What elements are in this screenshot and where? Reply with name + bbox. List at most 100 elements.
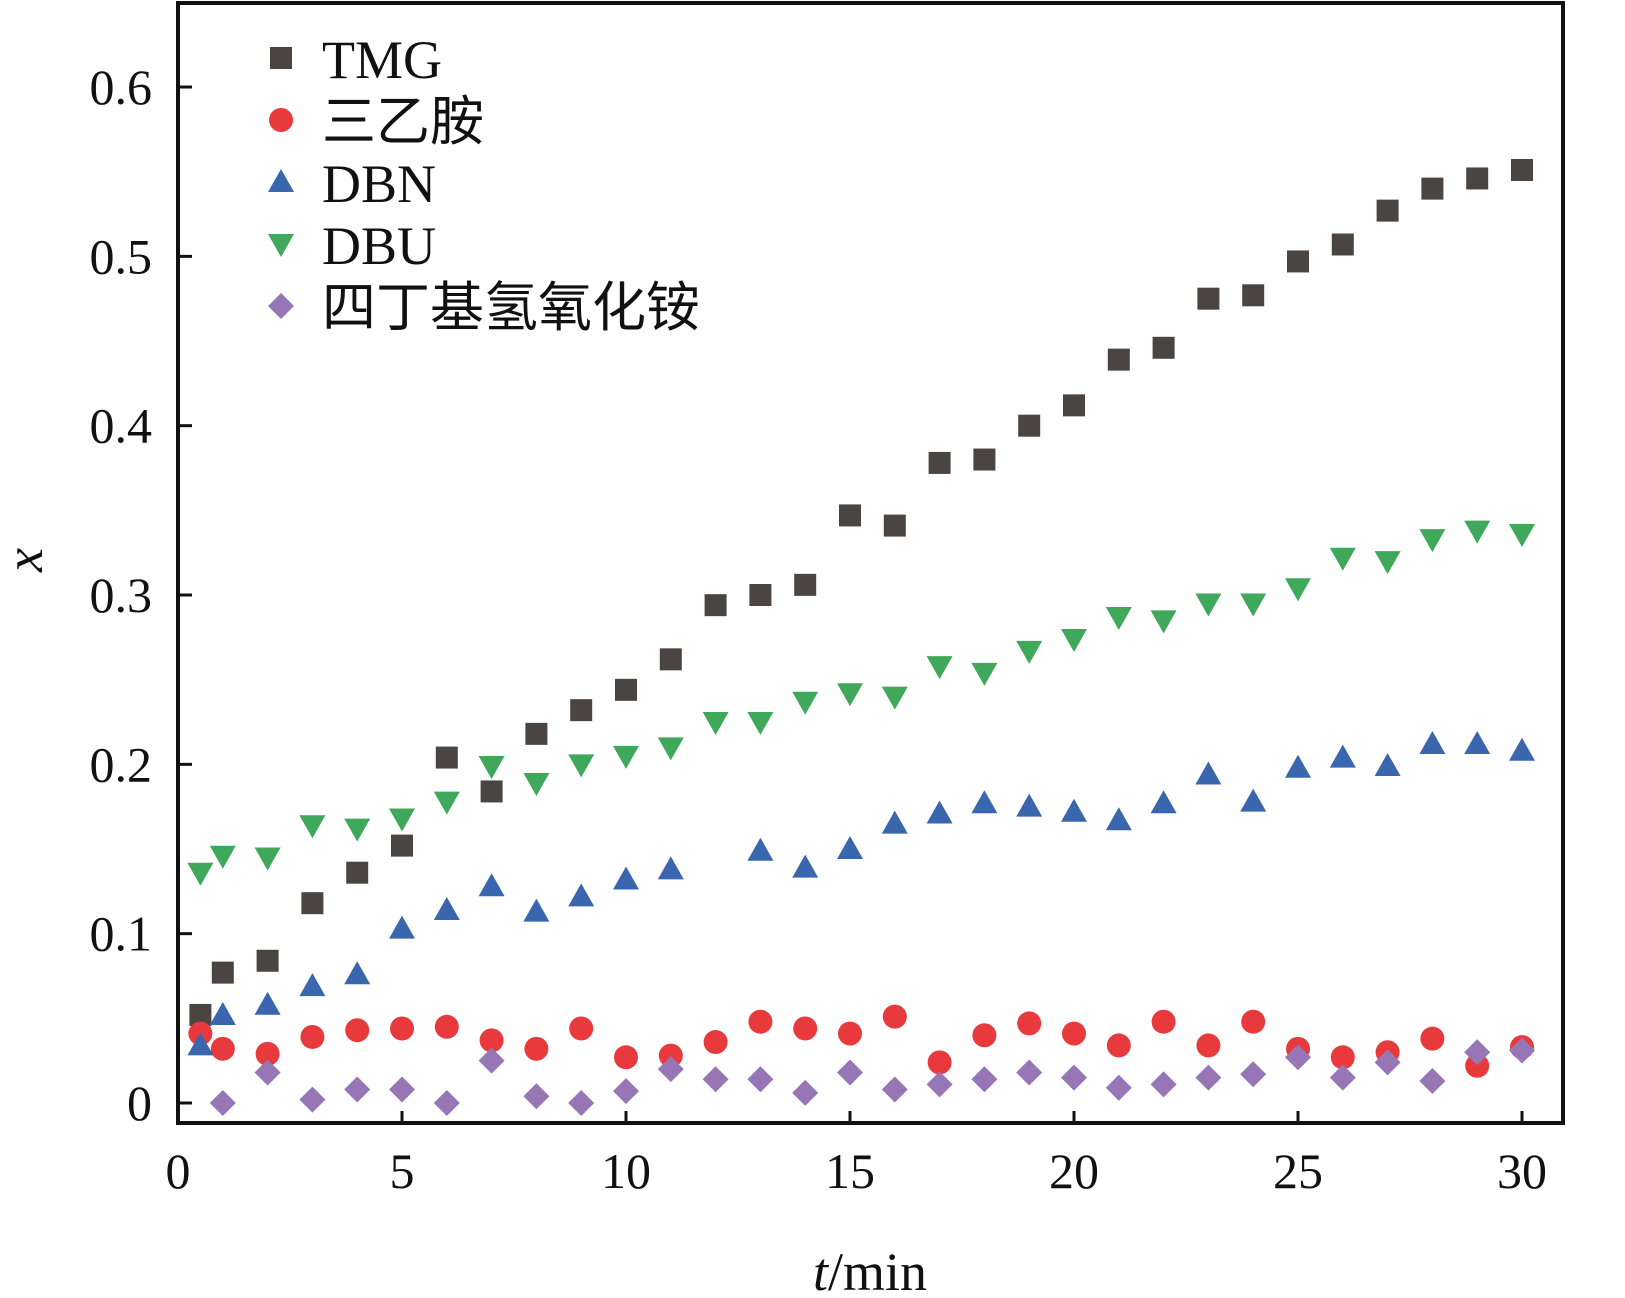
data-point xyxy=(346,861,369,884)
legend-item: DBN xyxy=(268,154,436,214)
series-1 xyxy=(188,1004,1534,1078)
data-point xyxy=(1242,284,1265,307)
x-tick-label: 10 xyxy=(601,1143,651,1199)
data-point xyxy=(433,896,460,920)
data-point xyxy=(523,1083,550,1110)
data-point xyxy=(972,1023,997,1048)
data-point xyxy=(1062,1021,1086,1046)
series-2 xyxy=(187,731,1535,1056)
data-point xyxy=(568,754,595,778)
y-tick-label: 0 xyxy=(127,1075,152,1131)
data-point xyxy=(1105,1074,1132,1101)
data-point xyxy=(881,1076,908,1103)
x-axis-label: t/min xyxy=(813,1242,927,1298)
legend-item: 四丁基氢氧化铵 xyxy=(268,278,700,338)
data-point xyxy=(344,818,371,842)
data-point xyxy=(749,584,772,607)
data-point xyxy=(391,834,413,857)
data-point xyxy=(1329,744,1356,768)
data-point xyxy=(389,915,415,939)
data-point xyxy=(615,678,637,701)
data-point xyxy=(189,1003,212,1026)
data-point xyxy=(1464,731,1491,755)
data-point xyxy=(1421,177,1444,200)
data-point xyxy=(568,883,595,907)
data-point xyxy=(1150,790,1177,814)
data-point xyxy=(568,1090,595,1116)
data-point xyxy=(1331,233,1354,256)
data-point xyxy=(1285,754,1311,778)
data-point xyxy=(344,1076,371,1103)
data-point xyxy=(1329,1064,1356,1091)
data-point xyxy=(971,790,998,814)
data-point xyxy=(1016,640,1043,664)
y-tick-label: 0.5 xyxy=(90,228,153,284)
data-point xyxy=(1105,607,1132,631)
data-point xyxy=(837,836,863,860)
data-point xyxy=(838,1021,862,1046)
data-point xyxy=(1195,593,1222,617)
data-point xyxy=(837,683,863,707)
x-axis-label-var: t xyxy=(813,1242,830,1298)
data-point xyxy=(659,648,682,671)
data-point xyxy=(792,854,819,878)
legend-item: 三乙胺 xyxy=(269,92,484,152)
legend-label: 三乙胺 xyxy=(322,92,484,152)
legend-item: DBU xyxy=(268,216,436,276)
data-point xyxy=(657,1056,684,1083)
data-point xyxy=(926,800,953,824)
data-point xyxy=(1061,1064,1087,1091)
data-point xyxy=(299,973,326,997)
data-point xyxy=(254,991,281,1015)
legend-marker xyxy=(268,169,294,192)
data-point xyxy=(927,1050,952,1075)
data-point xyxy=(525,722,548,745)
data-point xyxy=(1150,610,1177,634)
data-point xyxy=(1509,1037,1535,1064)
data-point xyxy=(1464,1039,1491,1066)
x-tick-label: 20 xyxy=(1049,1143,1099,1199)
data-point xyxy=(523,772,550,796)
data-point xyxy=(480,780,503,803)
y-tick-label: 0.4 xyxy=(90,398,153,454)
data-point xyxy=(1285,578,1311,602)
legend-marker xyxy=(270,47,292,69)
data-point xyxy=(971,1066,998,1093)
data-point xyxy=(657,856,684,880)
data-point xyxy=(1106,1033,1131,1058)
data-point xyxy=(299,815,326,839)
data-point xyxy=(1376,199,1399,222)
data-point xyxy=(1285,1044,1311,1071)
data-point xyxy=(1240,593,1267,617)
legend-label: DBN xyxy=(322,154,436,214)
series-0 xyxy=(189,158,1533,1026)
data-point xyxy=(1105,807,1132,831)
data-point xyxy=(187,1032,214,1056)
x-tick-label: 30 xyxy=(1497,1143,1547,1199)
data-point xyxy=(881,810,908,834)
data-point xyxy=(1420,1026,1445,1051)
data-point xyxy=(345,1018,370,1043)
data-marks xyxy=(187,158,1535,1116)
data-point xyxy=(613,866,639,890)
data-point xyxy=(1151,1009,1176,1034)
data-point xyxy=(1465,1053,1490,1078)
data-point xyxy=(478,1047,505,1074)
data-point xyxy=(344,961,371,985)
x-tick-label: 15 xyxy=(825,1143,875,1199)
data-point xyxy=(390,1016,414,1041)
data-point xyxy=(299,1086,326,1113)
series-3 xyxy=(187,520,1535,886)
data-point xyxy=(1195,1064,1222,1091)
data-point xyxy=(300,1024,325,1049)
data-point xyxy=(973,448,996,471)
legend-label: DBU xyxy=(322,216,436,276)
legend-label: 四丁基氢氧化铵 xyxy=(322,278,700,338)
series-4 xyxy=(209,1037,1535,1116)
data-point xyxy=(479,1028,504,1053)
legend-marker xyxy=(268,234,294,257)
data-point xyxy=(1511,158,1533,181)
data-point xyxy=(1509,524,1535,548)
data-point xyxy=(613,1078,639,1105)
data-point xyxy=(881,686,908,710)
